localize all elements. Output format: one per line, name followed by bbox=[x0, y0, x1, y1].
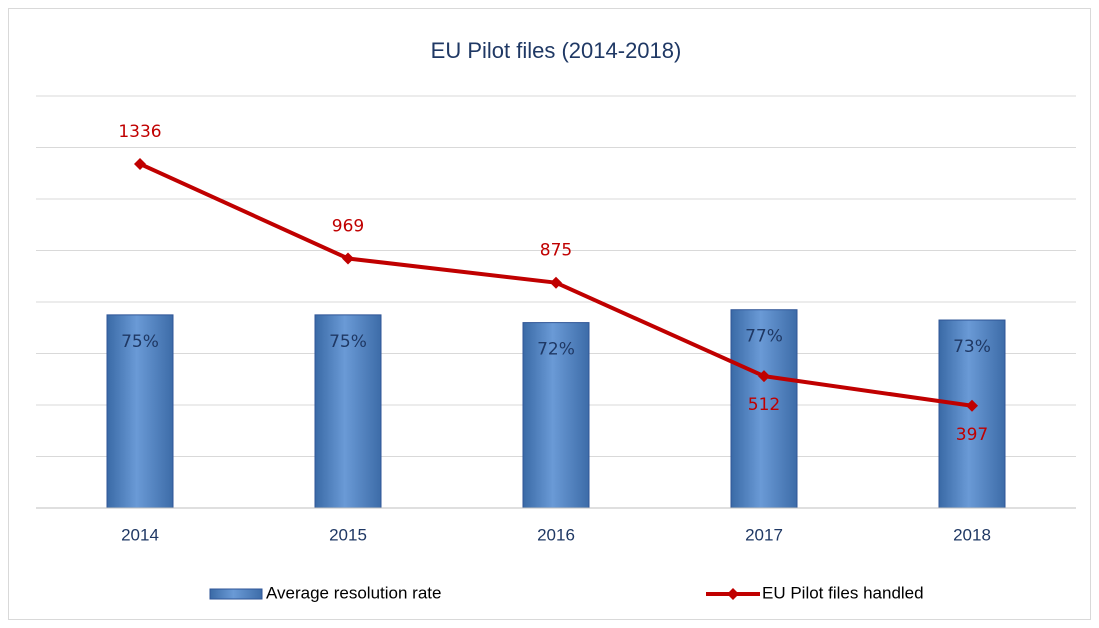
line-marker bbox=[966, 399, 978, 412]
bar-value-label: 73% bbox=[953, 337, 991, 357]
line-value-label: 1336 bbox=[118, 122, 161, 142]
line-value-label: 397 bbox=[956, 425, 988, 445]
bar bbox=[938, 319, 1006, 509]
legend-swatch bbox=[209, 588, 263, 600]
legend-label: EU Pilot files handled bbox=[762, 583, 924, 602]
chart-border bbox=[8, 8, 1091, 620]
x-tick-label: 2014 bbox=[121, 525, 159, 544]
legend-label: Average resolution rate bbox=[266, 583, 441, 602]
line-value-label: 512 bbox=[748, 395, 780, 415]
x-tick-label: 2017 bbox=[745, 525, 783, 544]
line-marker bbox=[550, 276, 562, 289]
bar-value-label: 75% bbox=[121, 332, 159, 352]
x-tick-label: 2015 bbox=[329, 525, 367, 544]
line-marker bbox=[342, 252, 354, 265]
legend-swatch bbox=[727, 588, 739, 600]
bar-value-label: 77% bbox=[745, 327, 783, 347]
bar-value-label: 72% bbox=[537, 340, 575, 360]
line-value-label: 969 bbox=[332, 216, 364, 236]
line-value-label: 875 bbox=[540, 241, 572, 261]
line-marker bbox=[758, 370, 770, 383]
bar-value-label: 75% bbox=[329, 332, 367, 352]
chart-title: EU Pilot files (2014-2018) bbox=[431, 38, 682, 63]
x-tick-label: 2016 bbox=[537, 525, 575, 544]
line-marker bbox=[134, 157, 146, 170]
x-tick-label: 2018 bbox=[953, 525, 991, 544]
